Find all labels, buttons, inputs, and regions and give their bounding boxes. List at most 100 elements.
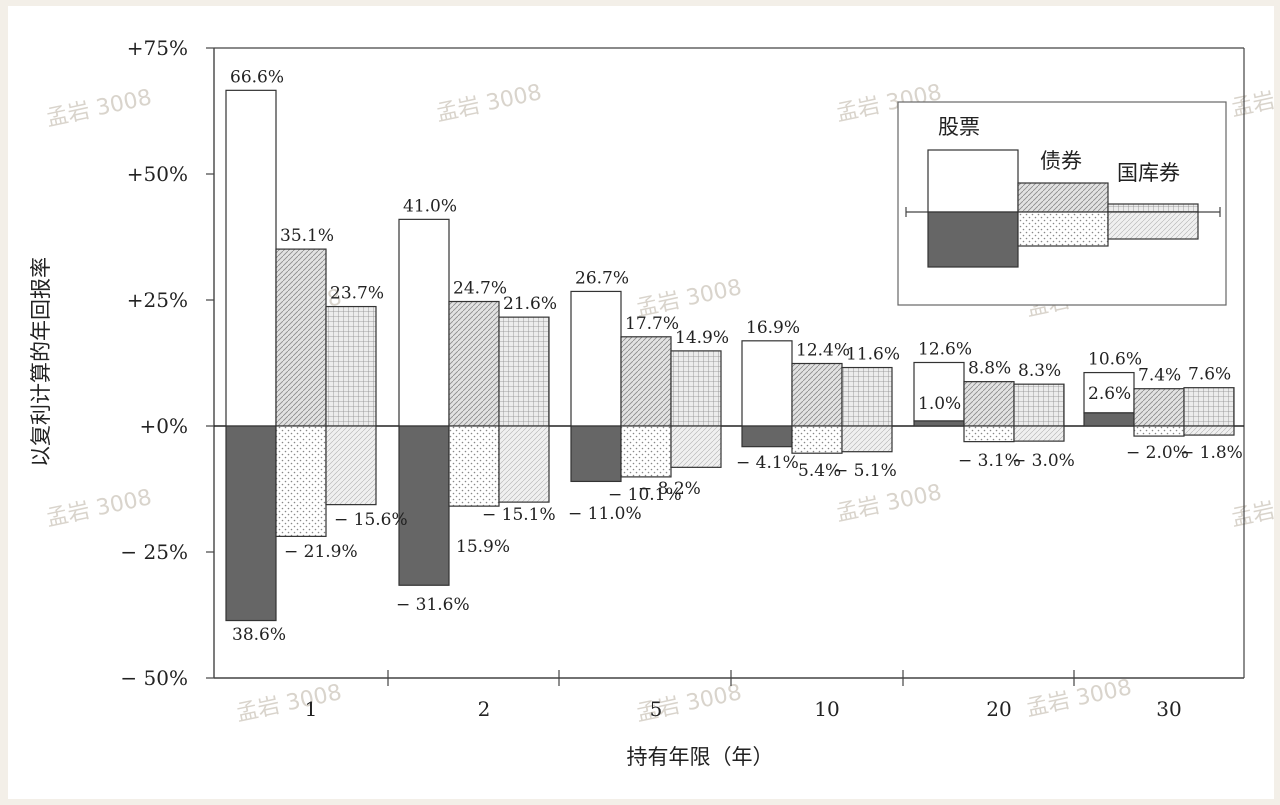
bar-stock-min-1 — [225, 425, 277, 622]
bar-tbill-min-1 — [325, 425, 377, 506]
label-bond-max-30: 7.4% — [1138, 366, 1181, 386]
label-bond-max-1: 35.1% — [280, 226, 334, 246]
label-tbill-min-20: − 3.0% — [1012, 451, 1075, 471]
bar-bond-max-10 — [791, 362, 843, 427]
label-bond-min-1: − 21.9% — [284, 542, 358, 562]
value-labels-layer: 66.6% 41.0% 26.7% 16.9% 12.6% 10.6% 35.1% 24.7%… — [230, 67, 1243, 645]
legend: 股票 债券 国库券 — [897, 101, 1227, 306]
label-stock-max-30: 10.6% — [1088, 350, 1142, 370]
label-bond-min-10: 5.4% — [798, 461, 841, 481]
bar-stock-min-5 — [570, 425, 622, 483]
bar-tbill-min-10 — [841, 425, 893, 453]
legend-tbill-min-swatch — [1107, 211, 1199, 240]
bar-stock-min-10 — [741, 425, 793, 448]
chart-figure: 孟岩 3008 孟岩 3008 孟岩 3008 孟岩 3008 孟岩 3008 孟岩 30… — [8, 6, 1280, 799]
label-stock-min-2: − 31.6% — [396, 595, 470, 615]
bar-bond-max-5 — [620, 336, 672, 427]
legend-label-stock: 股票 — [938, 115, 980, 139]
bar-tbill-min-20 — [1013, 425, 1065, 442]
bar-stock-max-1 — [225, 89, 277, 427]
watermark-text: 孟岩 3008 — [1229, 75, 1274, 122]
label-tbill-max-2: 21.6% — [503, 294, 557, 314]
label-bond-max-2: 24.7% — [453, 279, 507, 299]
bar-bond-min-20 — [963, 425, 1015, 443]
bar-stock-min-20 — [913, 420, 965, 427]
label-stock-max-20: 12.6% — [918, 339, 972, 359]
bar-stock-max-20 — [913, 361, 965, 422]
bar-bond-max-1 — [275, 248, 327, 427]
label-stock-min-1: 38.6% — [232, 625, 286, 645]
watermark-text: 孟岩 3008 — [434, 80, 544, 127]
watermark-text: 孟岩 3008 — [834, 480, 944, 527]
y-axis-title: 以复利计算的年回报率 — [29, 257, 53, 467]
label-bond-min-30: − 2.0% — [1126, 443, 1189, 463]
label-stock-min-10: − 4.1% — [736, 453, 799, 473]
legend-label-tbill: 国库券 — [1117, 161, 1180, 185]
bar-tbill-max-5 — [670, 350, 722, 427]
label-bond-max-5: 17.7% — [625, 314, 679, 334]
x-tick-label: 2 — [478, 697, 491, 721]
plot-frame — [213, 47, 1245, 679]
label-bond-min-5: − 10.1% — [608, 485, 682, 505]
legend-stock-min-swatch — [927, 211, 1019, 268]
label-tbill-min-30: − 1.8% — [1180, 443, 1243, 463]
bar-bond-max-20 — [963, 381, 1015, 427]
bar-tbill-max-2 — [498, 316, 550, 427]
x-tick-label: 30 — [1156, 697, 1181, 721]
label-bond-max-20: 8.8% — [968, 359, 1011, 379]
bar-stock-min-2 — [398, 425, 450, 586]
x-tick-label: 5 — [650, 697, 663, 721]
bar-bond-min-2 — [448, 425, 500, 507]
bar-bond-min-1 — [275, 425, 327, 537]
bar-bond-min-10 — [791, 425, 843, 454]
bars-layer — [225, 89, 1235, 622]
label-tbill-max-20: 8.3% — [1018, 361, 1061, 381]
legend-tbill-max-swatch — [1107, 203, 1199, 213]
bar-bond-min-30 — [1133, 425, 1185, 437]
bar-tbill-min-2 — [498, 425, 550, 503]
y-tick-label: − 25% — [120, 540, 188, 564]
return-range-bar-chart: 孟岩 3008 孟岩 3008 孟岩 3008 孟岩 3008 孟岩 3008 孟岩 30… — [29, 36, 1280, 769]
bar-stock-max-10 — [741, 340, 793, 427]
watermark-text: 孟岩 3008 — [44, 85, 154, 132]
label-tbill-max-5: 14.9% — [675, 328, 729, 348]
bar-tbill-max-30 — [1183, 387, 1235, 427]
x-axis-title: 持有年限（年） — [627, 745, 774, 769]
y-tick-label: +75% — [127, 36, 188, 60]
x-tick-label: 1 — [305, 697, 318, 721]
watermark-text: 孟岩 3008 — [1229, 485, 1274, 532]
legend-label-bond: 债券 — [1040, 149, 1082, 173]
x-tick-label: 10 — [814, 697, 839, 721]
x-tick-label: 20 — [986, 697, 1011, 721]
watermark-text: 孟岩 3008 — [44, 485, 154, 532]
watermark-text: 孟岩 3008 — [1024, 675, 1134, 722]
label-stock-max-2: 41.0% — [403, 196, 457, 216]
legend-bond-min-swatch — [1017, 211, 1109, 247]
bar-tbill-min-30 — [1183, 425, 1235, 436]
label-tbill-min-5: − 8.2% — [638, 479, 701, 499]
legend-stock-max-swatch — [927, 149, 1019, 213]
label-tbill-min-1: − 15.6% — [334, 510, 408, 530]
bar-bond-min-5 — [620, 425, 672, 478]
bar-stock-max-2 — [398, 218, 450, 427]
label-stock-max-1: 66.6% — [230, 67, 284, 87]
label-stock-max-5: 26.7% — [575, 268, 629, 288]
y-tick-label: +0% — [140, 414, 189, 438]
bar-stock-max-5 — [570, 290, 622, 427]
label-bond-max-10: 12.4% — [796, 341, 850, 361]
bar-stock-min-30 — [1083, 412, 1135, 427]
watermark-text: 孟岩 3008 — [234, 680, 344, 727]
label-bond-min-20: − 3.1% — [958, 451, 1021, 471]
y-axis-ticks: +75% +50% +25% +0% − 25% − 50% — [120, 36, 214, 690]
label-stock-min-20: 1.0% — [918, 394, 961, 414]
legend-bond-max-swatch — [1017, 182, 1109, 213]
x-axis-ticks: 1 2 5 10 20 30 — [305, 670, 1182, 721]
label-tbill-max-1: 23.7% — [330, 284, 384, 304]
bar-bond-max-30 — [1133, 388, 1185, 427]
label-tbill-max-30: 7.6% — [1188, 365, 1231, 385]
bar-tbill-min-5 — [670, 425, 722, 468]
label-tbill-max-10: 11.6% — [846, 345, 900, 365]
bar-tbill-max-1 — [325, 305, 377, 427]
label-bond-min-2: 15.9% — [456, 537, 510, 557]
bar-tbill-max-10 — [841, 366, 893, 427]
